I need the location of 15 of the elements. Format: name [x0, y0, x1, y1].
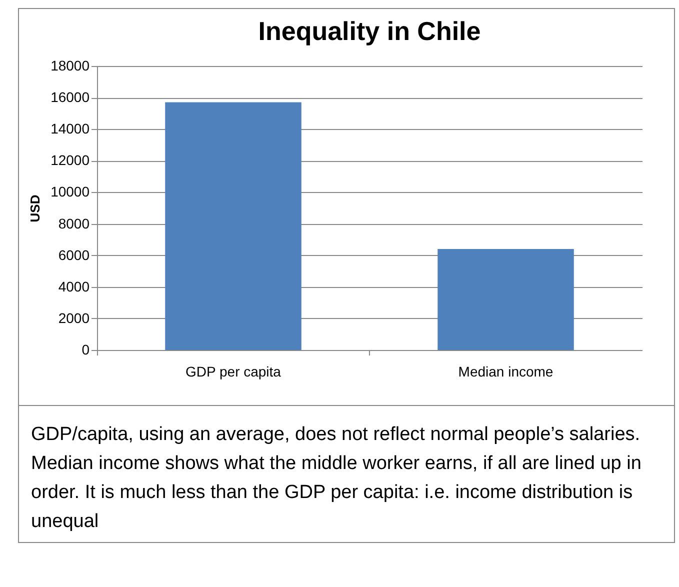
y-tick-label: 4000	[58, 278, 90, 294]
y-tick-label: 6000	[58, 246, 90, 263]
y-tick-label: 2000	[58, 310, 90, 326]
x-tick-label: GDP per capita	[186, 364, 282, 380]
y-tick-label: 0	[82, 342, 90, 358]
y-tick-label: 14000	[50, 120, 90, 137]
y-tick-label: 16000	[50, 89, 90, 106]
y-tick-label: 10000	[50, 184, 90, 200]
y-axis-title: USD	[28, 194, 43, 222]
text: GDP/capita, using an average, does not reflect normal people’s salaries. Median income shows what the middle worker earns, if all are lined up in order. It is much less than the GDP per capita: i.e. income distribution is unequal	[31, 423, 642, 534]
chart-title: Inequality in Chile	[258, 16, 481, 46]
y-tick-label: 12000	[50, 152, 90, 168]
y-tick-label: 18000	[50, 58, 90, 74]
x-tick-label: Median income	[458, 364, 554, 380]
y-tick-label: 8000	[58, 215, 90, 232]
